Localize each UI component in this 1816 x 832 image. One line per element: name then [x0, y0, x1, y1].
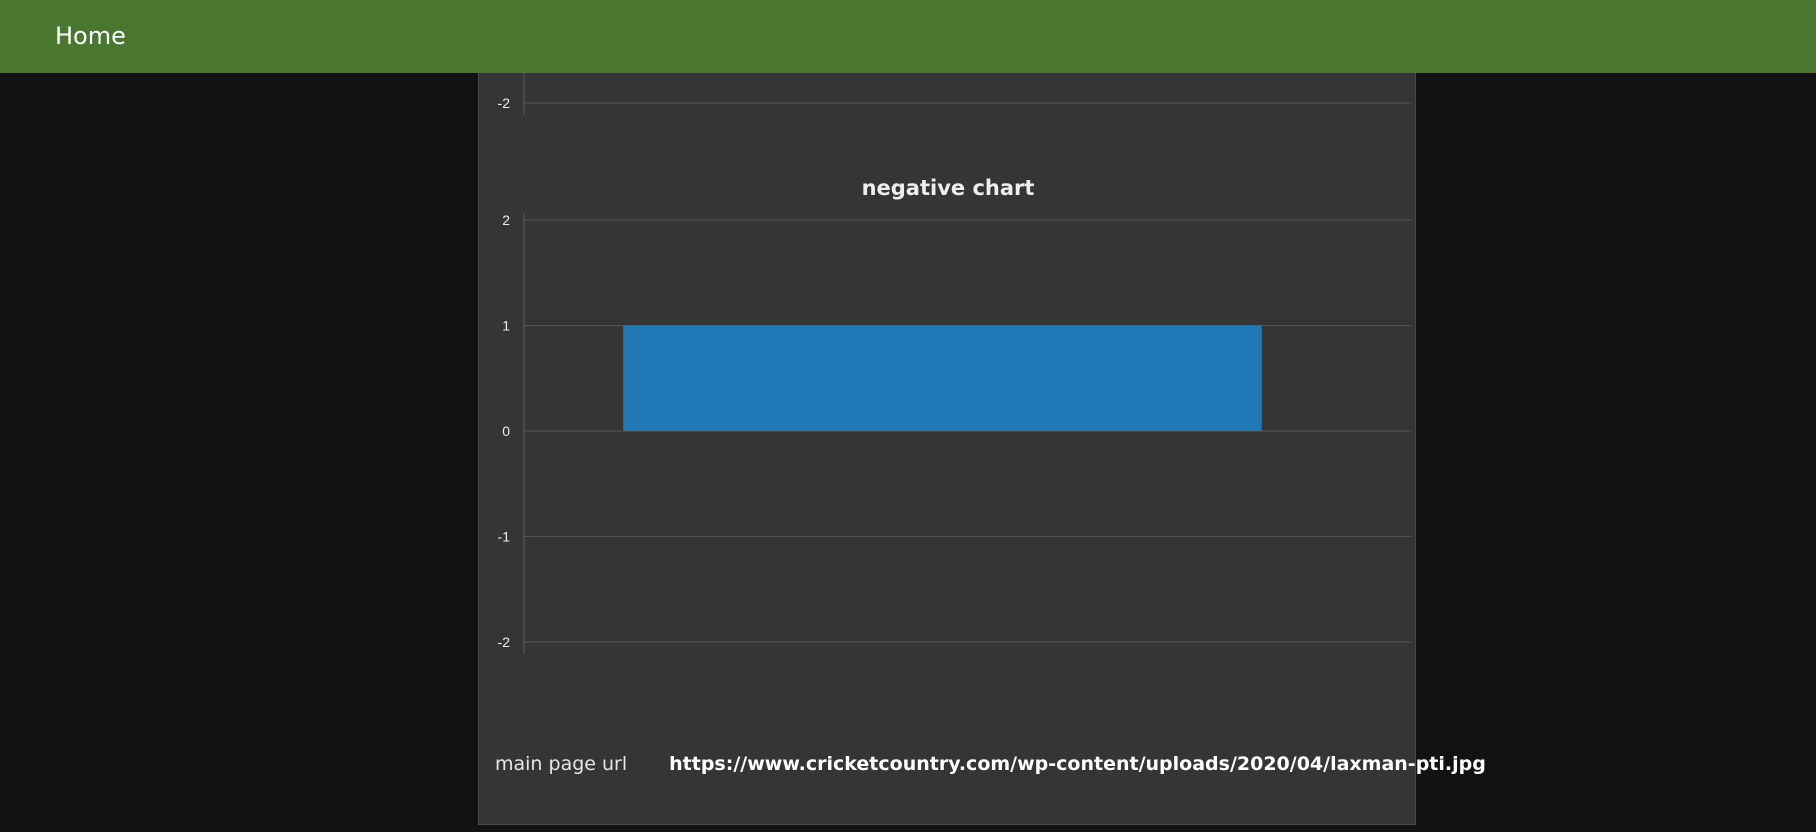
url-value: https://www.cricketcountry.com/wp-conten…: [669, 753, 1486, 775]
content-card: -2 negative chart 2 1 0 -1 -2 main page url …: [478, 73, 1486, 825]
url-label: main page url: [495, 753, 628, 775]
y-tick-label-1: 1: [502, 318, 510, 334]
chart-area: -2 negative chart 2 1 0 -1 -2: [498, 73, 1411, 654]
url-row: main page url https://www.cricketcountry…: [495, 749, 1486, 779]
chart-bars: [623, 325, 1262, 432]
y-tick-label-3: -1: [498, 529, 511, 545]
chart-title: negative chart: [862, 176, 1035, 200]
y-tick-label-4: -2: [498, 634, 511, 650]
y-tick-label-0: 2: [502, 212, 510, 228]
y-tick-label-2: 0: [502, 423, 510, 439]
top-navbar: Home: [0, 0, 1816, 73]
upper-chart-partial: -2: [498, 73, 1411, 115]
bar-0[interactable]: [623, 325, 1262, 432]
chart-y-ticks: 2 1 0 -1 -2: [498, 212, 511, 650]
upper-chart-tick-label: -2: [498, 95, 511, 111]
home-link[interactable]: Home: [55, 22, 126, 50]
